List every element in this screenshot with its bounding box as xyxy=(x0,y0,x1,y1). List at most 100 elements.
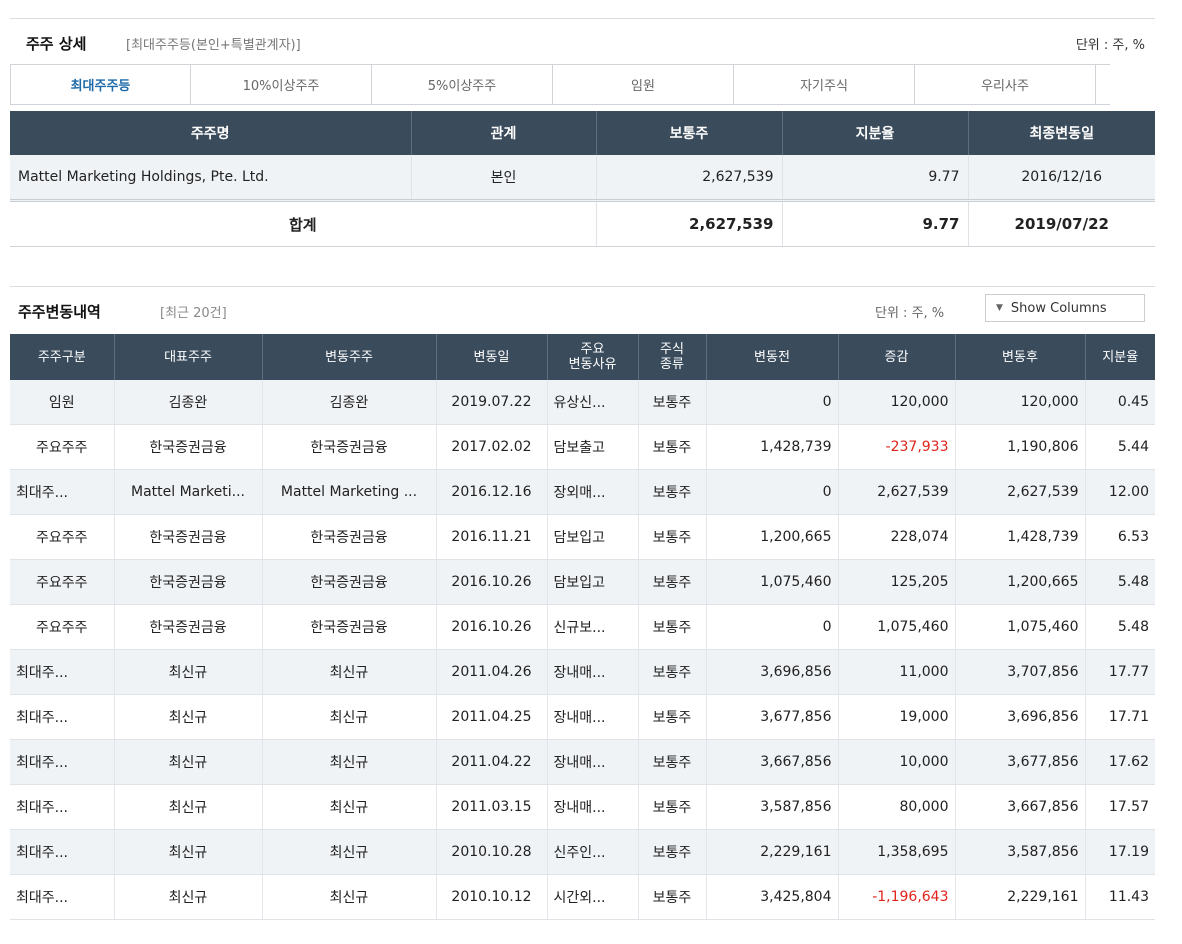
total-common-shares: 2,627,539 xyxy=(596,200,783,247)
change-type: 최대주... xyxy=(10,739,115,785)
shares-change: 80,000 xyxy=(838,784,956,830)
tab-treasury-stock[interactable]: 자기주식 xyxy=(734,65,915,104)
shares-change: 1,358,695 xyxy=(838,829,956,875)
shares-after: 1,075,460 xyxy=(955,604,1086,650)
shares-before: 1,200,665 xyxy=(706,514,839,560)
shares-change: 11,000 xyxy=(838,649,956,695)
shares-before: 2,229,161 xyxy=(706,829,839,875)
change-date: 2011.03.15 xyxy=(436,784,548,830)
changed-holder: 최신규 xyxy=(262,739,437,785)
representative-holder: 최신규 xyxy=(114,784,263,830)
show-columns-button[interactable]: ▼ Show Columns xyxy=(985,294,1145,322)
representative-holder: 최신규 xyxy=(114,829,263,875)
change-type: 최대주... xyxy=(10,874,115,920)
change-reason: 장내매... xyxy=(547,694,639,740)
col-header-stock-kind[interactable]: 주식 종류 xyxy=(638,334,707,380)
change-type: 최대주... xyxy=(10,649,115,695)
col-header-name[interactable]: 주주명 xyxy=(10,111,412,155)
representative-holder: 한국증권금융 xyxy=(114,514,263,560)
col-header-ratio[interactable]: 지분율 xyxy=(782,111,969,155)
stock-kind: 보통주 xyxy=(638,469,707,515)
section-title: 주주변동내역 xyxy=(18,303,101,321)
shares-before: 3,667,856 xyxy=(706,739,839,785)
change-type: 주요주주 xyxy=(10,514,115,560)
change-type: 주요주주 xyxy=(10,424,115,470)
shares-change: 228,074 xyxy=(838,514,956,560)
shareholder-detail-section: 주주 상세 [최대주주등(본인+특별관계자)] 단위 : 주, % 최대주주등 … xyxy=(10,18,1155,247)
table-row: 최대주... 최신규 최신규 2010.10.28 신주인... 보통주 2,229,161… xyxy=(10,829,1155,875)
shares-after: 1,428,739 xyxy=(955,514,1086,560)
shares-after: 3,587,856 xyxy=(955,829,1086,875)
table-row: 주요주주 한국증권금융 한국증권금융 2016.10.26 신규보... 보통주 0 1,07… xyxy=(10,604,1155,650)
change-date: 2016.11.21 xyxy=(436,514,548,560)
section-header: 주주변동내역 [최근 20건] 단위 : 주, % ▼ Show Columns xyxy=(10,286,1155,331)
change-type: 최대주... xyxy=(10,829,115,875)
share-ratio: 5.48 xyxy=(1085,604,1155,650)
representative-holder: 한국증권금융 xyxy=(114,424,263,470)
col-header-type[interactable]: 주주구분 xyxy=(10,334,115,380)
col-header-relation[interactable]: 관계 xyxy=(411,111,597,155)
shares-after: 3,677,856 xyxy=(955,739,1086,785)
shares-change: 120,000 xyxy=(838,380,956,425)
col-header-after[interactable]: 변동후 xyxy=(955,334,1086,380)
representative-holder: 김종완 xyxy=(114,380,263,425)
col-header-reason[interactable]: 주요 변동사유 xyxy=(547,334,639,380)
col-header-change-date[interactable]: 변동일 xyxy=(436,334,548,380)
col-header-changed-holder[interactable]: 변동주주 xyxy=(262,334,437,380)
change-date: 2011.04.22 xyxy=(436,739,548,785)
change-reason: 장내매... xyxy=(547,784,639,830)
section-subtitle: [최대주주등(본인+특별관계자)] xyxy=(126,38,301,53)
change-date: 2016.10.26 xyxy=(436,604,548,650)
shares-change: 10,000 xyxy=(838,739,956,785)
tab-executives[interactable]: 임원 xyxy=(553,65,734,104)
change-date: 2011.04.26 xyxy=(436,649,548,695)
tab-10pct-shareholders[interactable]: 10%이상주주 xyxy=(191,65,372,104)
representative-holder: 최신규 xyxy=(114,739,263,785)
shares-after: 3,707,856 xyxy=(955,649,1086,695)
col-header-change[interactable]: 증감 xyxy=(838,334,956,380)
col-header-rep-holder[interactable]: 대표주주 xyxy=(114,334,263,380)
table-header-row: 주주구분 대표주주 변동주주 변동일 주요 변동사유 주식 종류 변동전 증감 … xyxy=(10,334,1155,380)
col-header-last-date[interactable]: 최종변동일 xyxy=(968,111,1155,155)
change-reason: 담보입고 xyxy=(547,559,639,605)
tab-employee-stock[interactable]: 우리사주 xyxy=(915,65,1096,104)
share-ratio: 17.77 xyxy=(1085,649,1155,695)
change-reason: 신주인... xyxy=(547,829,639,875)
tab-major-shareholders[interactable]: 최대주주등 xyxy=(10,65,191,104)
table-row: 임원 김종완 김종완 2019.07.22 유상신... 보통주 0 120,000 120,0… xyxy=(10,380,1155,425)
shares-after: 2,627,539 xyxy=(955,469,1086,515)
changed-holder: Mattel Marketing ... xyxy=(262,469,437,515)
change-type: 최대주... xyxy=(10,694,115,740)
col-header-common[interactable]: 보통주 xyxy=(596,111,783,155)
section-header: 주주 상세 [최대주주등(본인+특별관계자)] 단위 : 주, % xyxy=(10,18,1155,65)
stock-kind: 보통주 xyxy=(638,874,707,920)
shares-change: -237,933 xyxy=(838,424,956,470)
changed-holder: 최신규 xyxy=(262,829,437,875)
stock-kind: 보통주 xyxy=(638,829,707,875)
unit-label: 단위 : 주, % xyxy=(1075,38,1145,53)
shareholder-tabs: 최대주주등 10%이상주주 5%이상주주 임원 자기주식 우리사주 xyxy=(10,64,1110,105)
shares-before: 0 xyxy=(706,604,839,650)
table-row: 최대주... 최신규 최신규 2011.03.15 장내매... 보통주 3,587,856… xyxy=(10,784,1155,830)
stock-kind: 보통주 xyxy=(638,514,707,560)
col-header-before[interactable]: 변동전 xyxy=(706,334,839,380)
shareholder-detail-table: 주주명 관계 보통주 지분율 최종변동일 Mattel Marketing Ho… xyxy=(10,111,1155,247)
shares-after: 3,667,856 xyxy=(955,784,1086,830)
share-ratio: 17.71 xyxy=(1085,694,1155,740)
col-header-ratio[interactable]: 지분율 xyxy=(1085,334,1155,380)
table-row: Mattel Marketing Holdings, Pte. Ltd. 본인 … xyxy=(10,155,1155,202)
shares-before: 1,075,460 xyxy=(706,559,839,605)
changed-holder: 김종완 xyxy=(262,380,437,425)
changed-holder: 한국증권금융 xyxy=(262,604,437,650)
table-row: 최대주... 최신규 최신규 2011.04.22 장내매... 보통주 3,667,856… xyxy=(10,739,1155,785)
change-date: 2017.02.02 xyxy=(436,424,548,470)
total-label: 합계 xyxy=(10,200,597,247)
change-type: 최대주... xyxy=(10,784,115,830)
tab-5pct-shareholders[interactable]: 5%이상주주 xyxy=(372,65,553,104)
shares-change: 2,627,539 xyxy=(838,469,956,515)
change-reason: 유상신... xyxy=(547,380,639,425)
share-ratio: 6.53 xyxy=(1085,514,1155,560)
change-reason: 장내매... xyxy=(547,739,639,785)
representative-holder: 최신규 xyxy=(114,694,263,740)
relation: 본인 xyxy=(411,155,597,202)
